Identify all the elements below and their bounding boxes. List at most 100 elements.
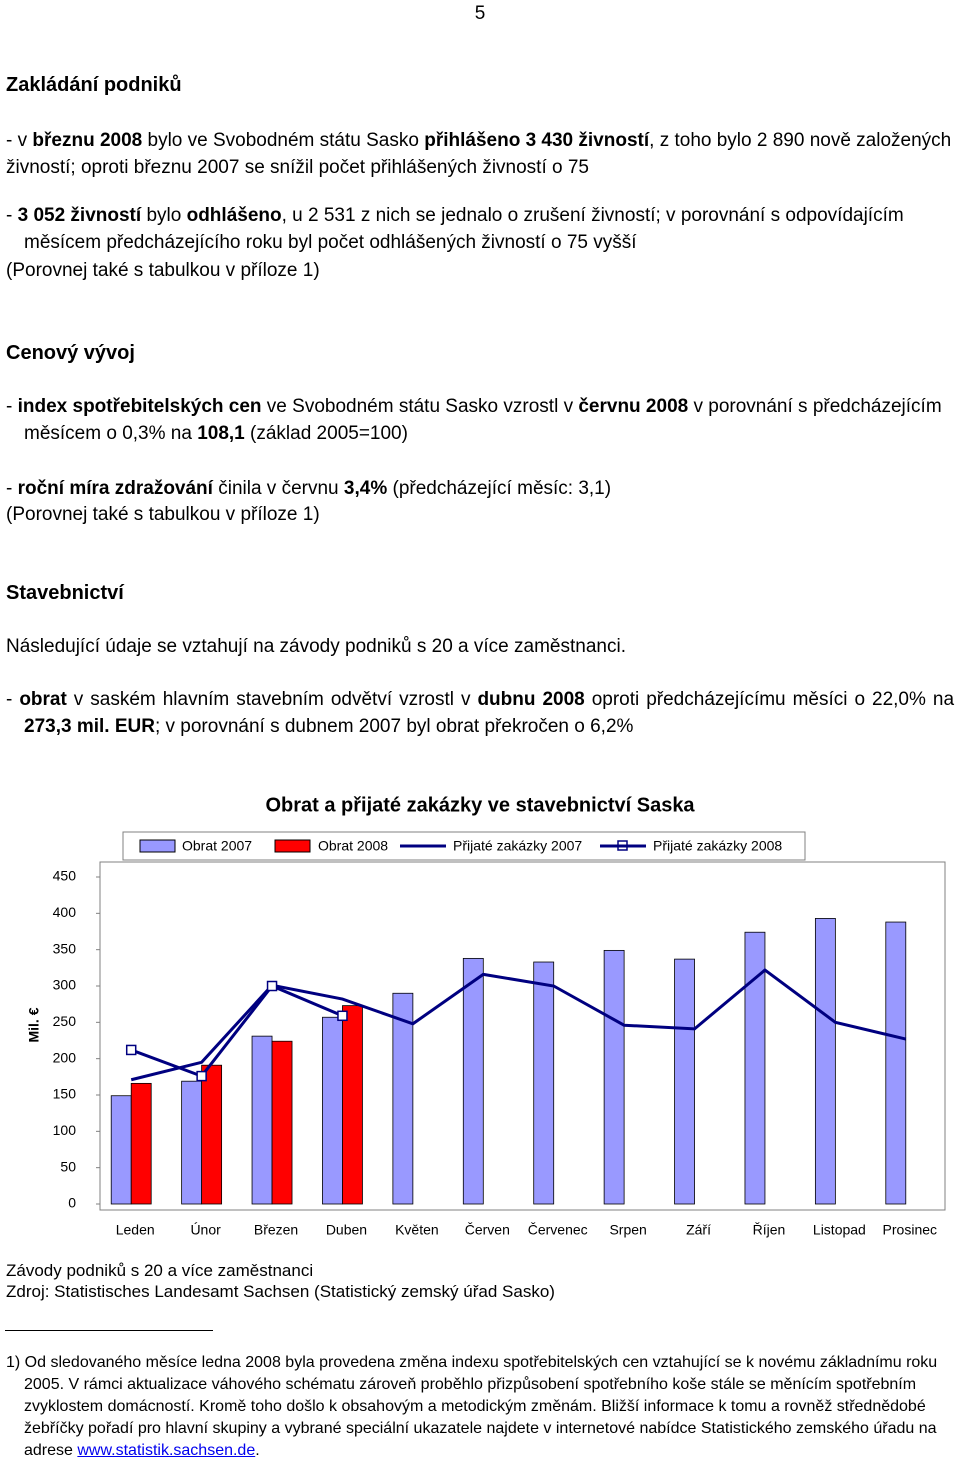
paragraph: - roční míra zdražování činila v červnu … <box>6 475 954 502</box>
text-run: - <box>6 689 20 710</box>
x-tick-label: Září <box>686 1222 711 1238</box>
text-run: odhlášeno <box>186 205 282 226</box>
text-run: v saském hlavním stavebním odvětví vzros… <box>66 689 478 710</box>
y-axis-label: Mil. € <box>26 1007 42 1042</box>
x-tick-label: Duben <box>326 1222 367 1238</box>
y-tick-label: 0 <box>68 1195 76 1211</box>
bar <box>251 1035 273 1205</box>
paragraph: - 3 052 živností bylo odhlášeno, u 2 531… <box>6 202 954 256</box>
legend-label: Obrat 2008 <box>318 838 388 854</box>
bar <box>322 1016 343 1205</box>
bar <box>462 957 484 1205</box>
text-run: Následující údaje se vztahují na závody … <box>6 636 626 657</box>
legend-marker <box>617 840 628 851</box>
text-run: ; v porovnání s dubnem 2007 byl obrat př… <box>154 716 634 737</box>
plot-area <box>99 861 946 1211</box>
text-run: dubnu 2008 <box>477 689 585 710</box>
line-series <box>130 984 344 1078</box>
text-run: (Porovnej také s tabulkou v příloze 1) <box>6 260 320 281</box>
x-tick-label: Leden <box>116 1222 155 1238</box>
text-run: činila v červnu <box>212 478 344 499</box>
text-run: - v <box>6 130 33 151</box>
section-heading: Zakládání podniků <box>6 74 182 96</box>
section-heading: Stavebnictví <box>6 582 124 604</box>
text-run: , z toho bylo 2 890 nově založených živn… <box>6 130 952 178</box>
text-run: bylo <box>141 205 187 226</box>
bar <box>603 949 625 1205</box>
line-marker <box>266 980 278 992</box>
bar <box>744 931 766 1205</box>
y-tick-label: 350 <box>53 940 77 956</box>
x-tick-label: Prosinec <box>883 1222 937 1238</box>
text-run: (základ 2005=100) <box>244 423 408 444</box>
x-tick-label: Červenec <box>528 1222 588 1238</box>
link[interactable]: www.statistik.sachsen.de <box>77 1442 256 1459</box>
text-run: 108,1 <box>197 423 245 444</box>
text-run: 3 052 živností <box>17 205 142 226</box>
text-run: březnu 2008 <box>32 130 143 151</box>
text-run: index spotřebitelských cen <box>17 396 262 417</box>
bar <box>201 1064 223 1205</box>
footnote-rule <box>5 1330 213 1331</box>
paragraph: - index spotřebitelských cen ve Svobodné… <box>6 393 954 447</box>
legend-box <box>122 831 806 861</box>
footnote: 1) Od sledovaného měsíce ledna 2008 byla… <box>6 1352 954 1462</box>
y-tick-label: 400 <box>53 904 77 920</box>
x-tick-label: Listopad <box>813 1222 866 1238</box>
text-run: 273,3 mil. EUR <box>24 716 155 737</box>
x-tick-label: Říjen <box>753 1222 786 1238</box>
x-tick-label: Únor <box>190 1222 221 1238</box>
bar <box>342 1005 363 1205</box>
bar <box>885 921 907 1205</box>
legend-label: Obrat 2007 <box>182 838 252 854</box>
text-run: 1) Od sledovaného měsíce ledna 2008 byla… <box>6 1354 938 1459</box>
x-tick-label: Červen <box>465 1222 510 1238</box>
chart-note: Závody podniků s 20 a více zaměstnanci <box>6 1261 314 1280</box>
x-tick-label: Květen <box>395 1222 439 1238</box>
bar <box>814 918 836 1205</box>
bar <box>392 992 414 1205</box>
paragraph: (Porovnej také s tabulkou v příloze 1) <box>6 257 954 284</box>
text-run: 3,4% <box>343 478 388 499</box>
paragraph: Následující údaje se vztahují na závody … <box>6 633 954 660</box>
y-tick-label: 100 <box>53 1122 77 1138</box>
line-marker <box>125 1044 137 1056</box>
text-run: ve Svobodném státu Sasko vzrostl v <box>261 396 579 417</box>
bar <box>110 1095 132 1205</box>
line-marker <box>196 1070 207 1082</box>
text-run: přihlášeno 3 430 živností <box>424 130 650 151</box>
text-run: (Porovnej také s tabulkou v příloze 1) <box>6 504 320 525</box>
paragraph: - v březnu 2008 bylo ve Svobodném státu … <box>6 127 954 181</box>
chart: Obrat a přijaté zakázky ve stavebnictví … <box>26 794 946 1238</box>
text-run: . <box>255 1442 260 1459</box>
bar <box>130 1082 152 1205</box>
paragraph: - obrat v saském hlavním stavebním odvět… <box>6 686 954 740</box>
bar <box>181 1080 203 1205</box>
text-run: - <box>6 478 18 499</box>
legend-label: Přijaté zakázky 2008 <box>653 838 782 854</box>
text-run: bylo ve Svobodném státu Sasko <box>142 130 425 151</box>
line-series <box>130 968 907 1082</box>
text-run: v porovnání s předcházejícím měsícem o 0… <box>24 396 942 444</box>
y-tick-label: 250 <box>53 1013 77 1029</box>
text-run: - <box>6 205 18 226</box>
bar <box>271 1040 293 1205</box>
line-marker <box>337 1010 348 1022</box>
x-tick-label: Srpen <box>609 1222 646 1238</box>
y-tick-label: 150 <box>53 1086 77 1102</box>
text-run: (předcházející měsíc: 3,1) <box>387 478 612 499</box>
y-tick-label: 50 <box>60 1158 76 1174</box>
y-tick-label: 200 <box>53 1049 77 1065</box>
text-run: obrat <box>19 689 67 710</box>
chart-title: Obrat a přijaté zakázky ve stavebnictví … <box>265 794 695 816</box>
y-tick-label: 300 <box>53 977 77 993</box>
x-tick-label: Březen <box>254 1222 298 1238</box>
y-tick-label: 450 <box>53 868 77 884</box>
text-run: - <box>6 396 18 417</box>
page-number: 5 <box>474 3 486 24</box>
section-heading: Cenový vývoj <box>6 342 135 364</box>
bar <box>533 961 555 1205</box>
text-run: , u 2 531 z nich se jednalo o zrušení ži… <box>24 205 904 253</box>
